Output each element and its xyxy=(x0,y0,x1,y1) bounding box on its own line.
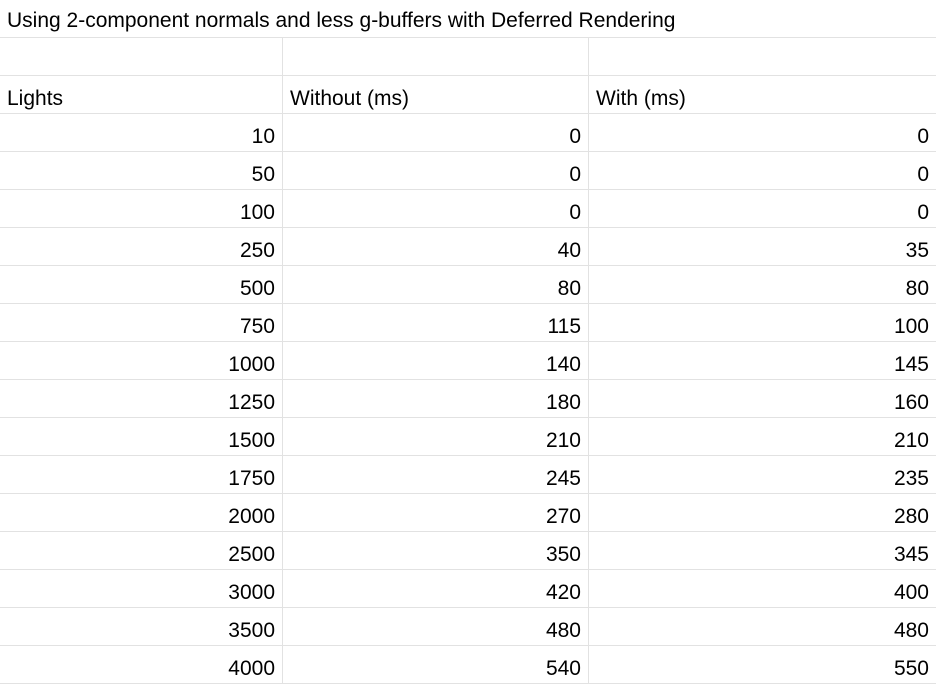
title-row: Using 2-component normals and less g-buf… xyxy=(0,0,936,38)
table-row: 3500 480 480 xyxy=(0,608,936,646)
header-cell-with[interactable]: With (ms) xyxy=(589,76,936,114)
lights-cell[interactable]: 500 xyxy=(0,266,283,304)
table-row: 50 0 0 xyxy=(0,152,936,190)
without-ms-cell[interactable]: 40 xyxy=(283,228,589,266)
without-ms-cell[interactable]: 270 xyxy=(283,494,589,532)
with-ms-cell[interactable]: 480 xyxy=(589,608,936,646)
header-cell-without[interactable]: Without (ms) xyxy=(283,76,589,114)
with-ms-cell[interactable]: 0 xyxy=(589,190,936,228)
lights-cell[interactable]: 4000 xyxy=(0,646,283,684)
lights-cell[interactable]: 50 xyxy=(0,152,283,190)
header-cell-lights[interactable]: Lights xyxy=(0,76,283,114)
with-ms-cell[interactable]: 235 xyxy=(589,456,936,494)
without-ms-cell[interactable]: 80 xyxy=(283,266,589,304)
table-row: 3000 420 400 xyxy=(0,570,936,608)
without-ms-cell[interactable]: 540 xyxy=(283,646,589,684)
empty-cell[interactable] xyxy=(283,38,589,76)
table-row: 1750 245 235 xyxy=(0,456,936,494)
with-ms-cell[interactable]: 160 xyxy=(589,380,936,418)
lights-cell[interactable]: 2000 xyxy=(0,494,283,532)
lights-cell[interactable]: 1750 xyxy=(0,456,283,494)
with-ms-cell[interactable]: 280 xyxy=(589,494,936,532)
with-ms-cell[interactable]: 0 xyxy=(589,114,936,152)
with-ms-cell[interactable]: 210 xyxy=(589,418,936,456)
without-ms-cell[interactable]: 245 xyxy=(283,456,589,494)
table-row: 100 0 0 xyxy=(0,190,936,228)
with-ms-cell[interactable]: 0 xyxy=(589,152,936,190)
with-ms-cell[interactable]: 400 xyxy=(589,570,936,608)
table-row: 1250 180 160 xyxy=(0,380,936,418)
without-ms-cell[interactable]: 0 xyxy=(283,152,589,190)
lights-cell[interactable]: 100 xyxy=(0,190,283,228)
empty-row xyxy=(0,38,936,76)
header-row: Lights Without (ms) With (ms) xyxy=(0,76,936,114)
without-ms-cell[interactable]: 0 xyxy=(283,190,589,228)
lights-cell[interactable]: 1000 xyxy=(0,342,283,380)
with-ms-cell[interactable]: 345 xyxy=(589,532,936,570)
with-ms-cell[interactable]: 550 xyxy=(589,646,936,684)
table-row: 500 80 80 xyxy=(0,266,936,304)
lights-cell[interactable]: 250 xyxy=(0,228,283,266)
without-ms-cell[interactable]: 0 xyxy=(283,114,589,152)
with-ms-cell[interactable]: 145 xyxy=(589,342,936,380)
lights-cell[interactable]: 3500 xyxy=(0,608,283,646)
without-ms-cell[interactable]: 180 xyxy=(283,380,589,418)
table-row: 4000 540 550 xyxy=(0,646,936,684)
empty-cell[interactable] xyxy=(0,38,283,76)
table-row: 1000 140 145 xyxy=(0,342,936,380)
table-row: 250 40 35 xyxy=(0,228,936,266)
table-row: 750 115 100 xyxy=(0,304,936,342)
table-row: 10 0 0 xyxy=(0,114,936,152)
empty-cell[interactable] xyxy=(589,38,936,76)
with-ms-cell[interactable]: 35 xyxy=(589,228,936,266)
without-ms-cell[interactable]: 480 xyxy=(283,608,589,646)
without-ms-cell[interactable]: 115 xyxy=(283,304,589,342)
table-row: 1500 210 210 xyxy=(0,418,936,456)
title-cell[interactable]: Using 2-component normals and less g-buf… xyxy=(0,0,936,38)
lights-cell[interactable]: 2500 xyxy=(0,532,283,570)
with-ms-cell[interactable]: 80 xyxy=(589,266,936,304)
table-row: 2500 350 345 xyxy=(0,532,936,570)
lights-cell[interactable]: 10 xyxy=(0,114,283,152)
lights-cell[interactable]: 1500 xyxy=(0,418,283,456)
without-ms-cell[interactable]: 210 xyxy=(283,418,589,456)
lights-cell[interactable]: 3000 xyxy=(0,570,283,608)
without-ms-cell[interactable]: 350 xyxy=(283,532,589,570)
lights-cell[interactable]: 750 xyxy=(0,304,283,342)
table-row: 2000 270 280 xyxy=(0,494,936,532)
without-ms-cell[interactable]: 140 xyxy=(283,342,589,380)
without-ms-cell[interactable]: 420 xyxy=(283,570,589,608)
lights-cell[interactable]: 1250 xyxy=(0,380,283,418)
with-ms-cell[interactable]: 100 xyxy=(589,304,936,342)
